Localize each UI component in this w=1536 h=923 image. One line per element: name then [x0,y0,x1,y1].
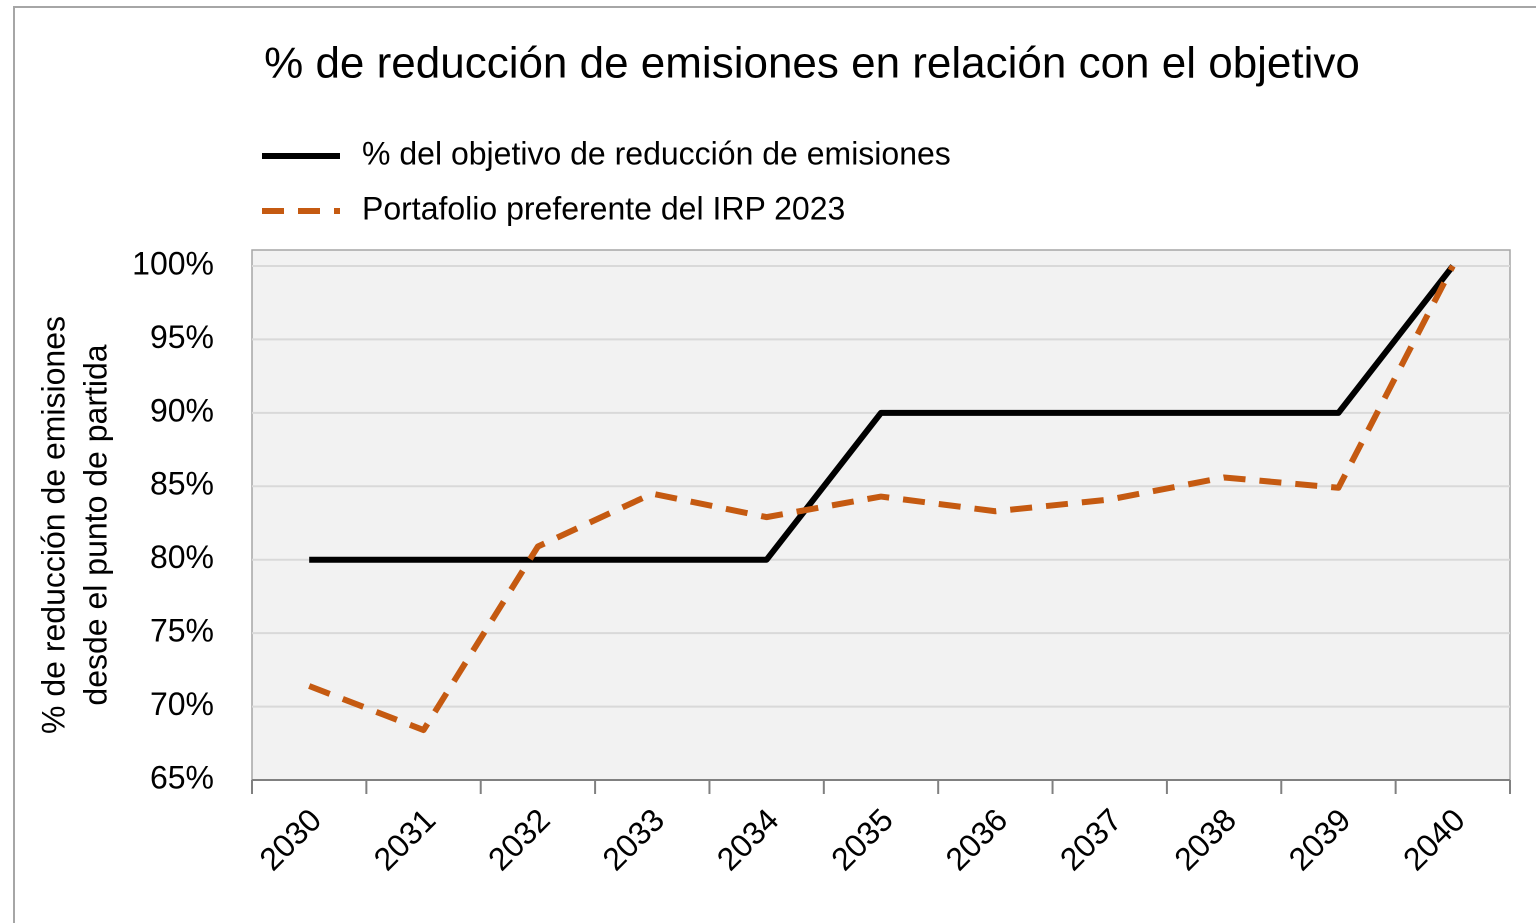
y-tick-label: 100% [132,245,214,281]
y-tick-label: 65% [150,759,214,795]
chart-title: % de reducción de emisiones en relación … [264,39,1360,88]
y-tick-label: 90% [150,392,214,428]
y-tick-label: 80% [150,539,214,575]
y-axis-label: % de reducción de emisiones [35,316,71,734]
plot-area [251,249,1511,781]
data-line [309,264,1456,563]
data-line [308,264,1456,734]
y-axis-label: desde el punto de partida [77,344,113,705]
legend-label: % del objetivo de reducción de emisiones [362,135,951,171]
y-tick-label: 85% [150,466,214,502]
y-tick-label: 75% [150,613,214,649]
y-tick-label: 95% [150,319,214,355]
y-tick-label: 70% [150,686,214,722]
legend-label: Portafolio preferente del IRP 2023 [362,190,845,226]
